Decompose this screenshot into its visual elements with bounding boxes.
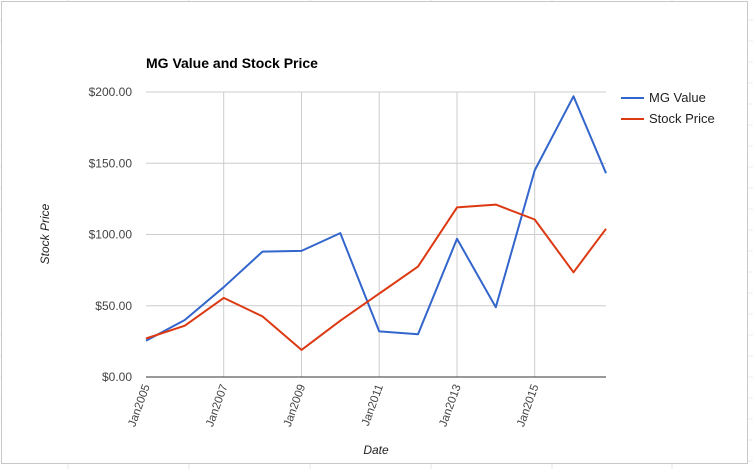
y-tick-label: $50.00 xyxy=(95,299,132,313)
series-lines xyxy=(145,95,607,351)
legend-label-stock-price: Stock Price xyxy=(649,111,715,126)
y-tick-label: $100.00 xyxy=(89,228,133,242)
legend-label-mg-value: MG Value xyxy=(649,90,706,105)
y-axis-ticks: $0.00 $50.00 $100.00 $150.00 $200.00 xyxy=(89,85,133,384)
x-tick-label: Jan2009 xyxy=(282,383,308,429)
y-tick-label: $0.00 xyxy=(102,370,132,384)
x-tick-label: Jan2015 xyxy=(515,383,541,429)
chart-title: MG Value and Stock Price xyxy=(146,55,318,71)
y-tick-label: $200.00 xyxy=(89,85,133,99)
y-tick-label: $150.00 xyxy=(89,156,133,170)
x-tick-label: Jan2011 xyxy=(360,383,386,428)
x-tick-label: Jan2013 xyxy=(437,383,463,429)
chart-frame[interactable] xyxy=(1,1,748,464)
x-axis-ticks: Jan2005 Jan2007 Jan2009 Jan2011 Jan2013 Jan20… xyxy=(126,383,541,429)
legend: MG Value Stock Price xyxy=(621,90,715,126)
x-tick-label: Jan2005 xyxy=(126,383,152,429)
x-axis-title: Date xyxy=(363,443,389,457)
gridlines xyxy=(146,91,606,377)
series-line-stock-price xyxy=(145,203,607,351)
x-tick-label: Jan2007 xyxy=(204,383,230,429)
y-axis-title: Stock Price xyxy=(38,203,52,264)
series-line-mg-value xyxy=(145,95,607,342)
